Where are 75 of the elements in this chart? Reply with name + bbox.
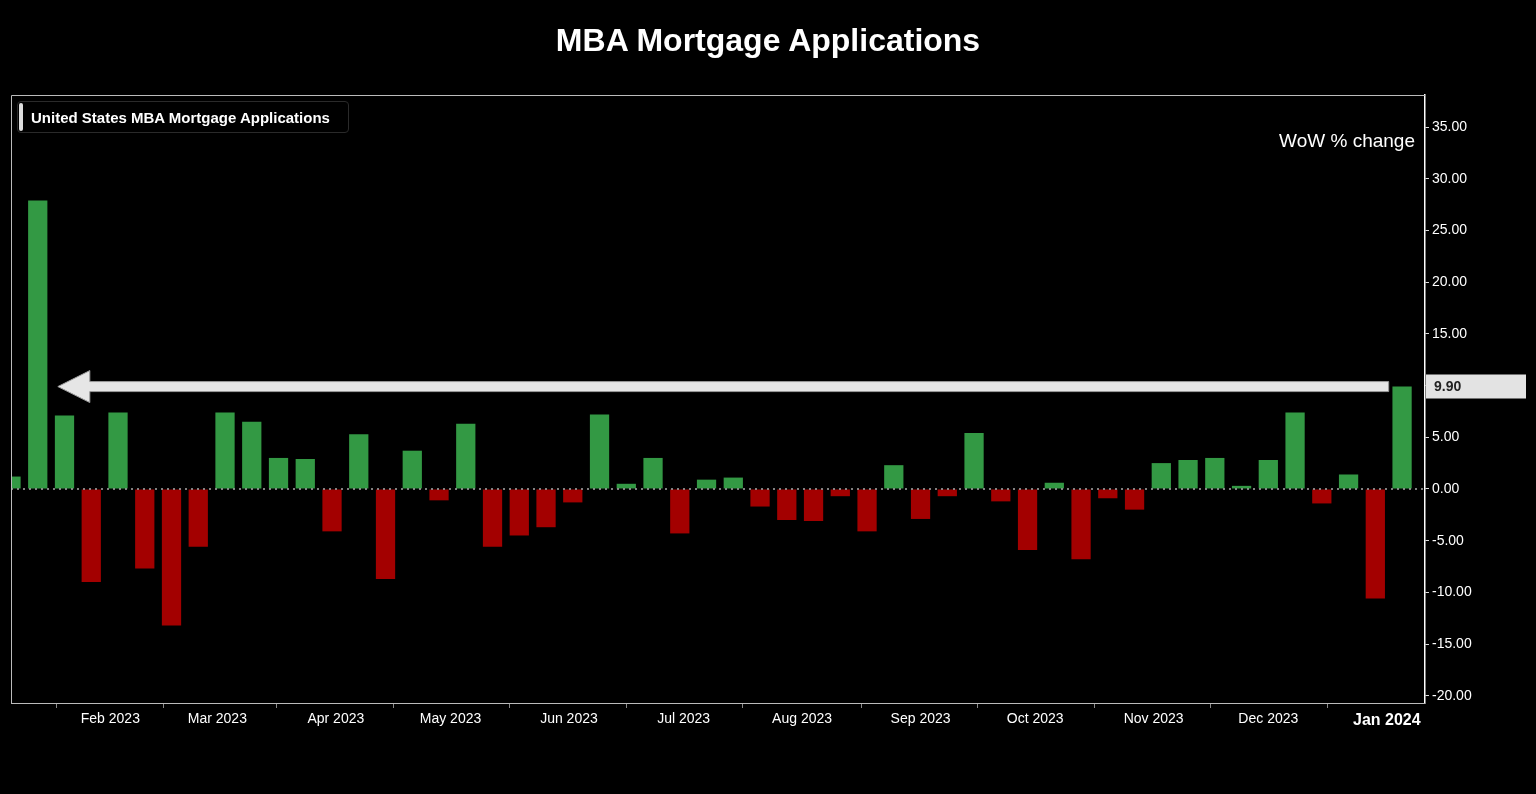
y-tick-label: 20.00 (1432, 273, 1468, 290)
bar (54, 415, 75, 489)
bar (188, 489, 208, 547)
bar (1365, 489, 1385, 599)
x-tick-label: Jun 2023 (540, 710, 598, 727)
bar (857, 489, 877, 532)
x-tick-label: May 2023 (419, 710, 482, 727)
bar (295, 458, 315, 489)
text: United States MBA Mortgage Applications (31, 108, 330, 126)
x-tick-label: Oct 2023 (1006, 710, 1064, 727)
bar (268, 457, 289, 489)
bar (1392, 386, 1412, 489)
bar (589, 414, 610, 489)
y-tick-label: -20.00 (1432, 686, 1472, 703)
bar (375, 489, 396, 579)
bar (1285, 412, 1305, 489)
x-tick-label: Sep 2023 (890, 710, 951, 727)
x-tick-label: Nov 2023 (1123, 710, 1184, 727)
x-tick-label: Apr 2023 (307, 710, 365, 727)
y-tick-label: 0.00 (1432, 479, 1460, 496)
chart-title: MBA Mortgage Applications (555, 21, 981, 58)
bar (910, 489, 931, 519)
bar (1151, 463, 1171, 489)
bar (161, 489, 182, 626)
bar (830, 489, 850, 497)
bar (563, 489, 583, 503)
y-axis-title: WoW % change (1279, 130, 1415, 152)
y-tick-label: 5.00 (1432, 428, 1460, 445)
bar (81, 489, 101, 583)
bar (28, 200, 48, 489)
bar (135, 489, 155, 569)
y-tick-label: -5.00 (1432, 531, 1465, 548)
bar (108, 412, 128, 489)
x-tick-label: Jan 2024 (1352, 711, 1421, 729)
bar (482, 489, 503, 547)
y-tick-label: -10.00 (1432, 583, 1472, 600)
bar (1017, 489, 1038, 550)
bar (1178, 460, 1198, 489)
bar (1258, 460, 1278, 489)
bar (643, 457, 663, 489)
bar (349, 434, 369, 489)
bar (1071, 489, 1091, 560)
x-tick-label: Aug 2023 (772, 710, 833, 727)
bar (456, 423, 476, 489)
x-tick-label: Feb 2023 (80, 710, 141, 727)
bar (1338, 474, 1359, 489)
bar (1205, 457, 1225, 489)
y-tick-label: -15.00 (1432, 634, 1472, 651)
x-tick-label: Dec 2023 (1238, 710, 1299, 727)
bar (991, 489, 1011, 502)
bar (322, 489, 342, 532)
y-tick-label: 15.00 (1432, 324, 1468, 341)
bar (964, 433, 984, 489)
bar (536, 489, 556, 528)
bar (750, 489, 770, 507)
y-tick-label: 25.00 (1432, 221, 1468, 238)
bar (402, 450, 422, 489)
bar (429, 489, 449, 501)
y-tick-label: 30.00 (1432, 169, 1468, 186)
bar (1098, 489, 1118, 499)
x-tick-label: Mar 2023 (187, 710, 248, 727)
bar (803, 489, 824, 522)
text: 9.90 (1434, 378, 1462, 395)
bar (242, 421, 262, 489)
bar (509, 489, 529, 536)
bar (937, 489, 957, 497)
bar (777, 489, 797, 520)
bar (723, 477, 743, 489)
bar (1312, 489, 1332, 504)
bar (1124, 489, 1145, 510)
bar (215, 412, 235, 489)
bar (884, 465, 904, 489)
y-tick-label: 35.00 (1432, 117, 1468, 134)
x-tick-label: Jul 2023 (657, 710, 711, 727)
bar (670, 489, 690, 534)
